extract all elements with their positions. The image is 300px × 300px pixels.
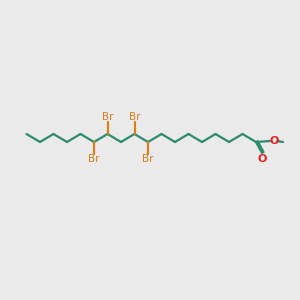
Text: O: O [257, 154, 267, 164]
Text: Br: Br [88, 154, 100, 164]
Text: Br: Br [142, 154, 154, 164]
Text: Br: Br [129, 112, 140, 122]
Text: Br: Br [102, 112, 113, 122]
Text: O: O [269, 136, 279, 146]
